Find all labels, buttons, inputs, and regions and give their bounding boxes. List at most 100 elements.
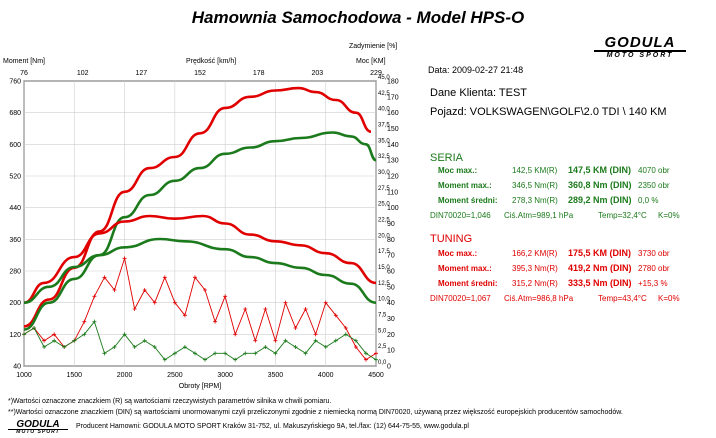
moment-axis-title: Moment [Nm]	[3, 58, 45, 65]
seria-value-r: 346,5 Nm(R)	[512, 181, 558, 190]
data-point	[92, 294, 97, 299]
smoke-tick-label: 5,0	[378, 328, 387, 334]
data-point	[343, 326, 348, 330]
data-point	[313, 332, 318, 337]
rpm-axis-title: Obroty [RPM]	[179, 383, 221, 390]
seria-table: Moc max.: 142,5 KM(R) 147,5 KM (DIN) 407…	[430, 165, 710, 226]
smoke-tick-label: 25,0	[378, 202, 390, 208]
data-point	[353, 338, 358, 343]
data-point	[283, 300, 288, 305]
power-tick-label: 80	[387, 237, 395, 244]
measure-date: Data: 2009-02-27 21:48	[428, 65, 524, 75]
seria-value-rpm: 2350 obr	[638, 181, 670, 190]
data-point	[92, 319, 97, 324]
client-name: Dane Klienta: TEST	[430, 87, 528, 99]
speed-tick-label: 76	[20, 70, 28, 77]
logo-main-text: GODULA	[604, 34, 676, 51]
tuning-value-r: 166,2 KM(R)	[512, 249, 558, 258]
data-point	[62, 345, 67, 349]
speed-tick-label: 203	[311, 70, 323, 77]
power-tick-label: 70	[387, 253, 395, 260]
data-point	[182, 345, 187, 349]
data-point	[82, 319, 87, 324]
seria-value-din: 289,2 Nm (DIN)	[568, 195, 632, 205]
moment-tick-label: 40	[13, 364, 21, 371]
tuning-value-din: 333,5 Nm (DIN)	[568, 278, 632, 288]
power-tick-label: 30	[387, 316, 395, 323]
power-tick-label: 0	[387, 364, 391, 371]
power-tick-label: 90	[387, 221, 395, 228]
moment-tick-label: 280	[9, 269, 21, 276]
power-tick-label: 40	[387, 300, 395, 307]
data-point	[82, 332, 87, 337]
series-line-seria-moment	[23, 237, 377, 304]
moment-tick-label: 760	[9, 79, 21, 86]
series-line-seria-moc	[23, 131, 377, 331]
smoke-tick-label: 42,5	[378, 91, 390, 97]
moment-tick-label: 440	[9, 205, 21, 212]
logo-sub-text: MOTO SPORT	[606, 52, 674, 59]
tuning-label: Moment max.:	[438, 264, 492, 273]
seria-heading: SERIA	[430, 152, 464, 164]
data-point	[323, 300, 328, 305]
data-point	[132, 345, 137, 349]
tuning-table: Moc max.: 166,2 KM(R) 175,5 KM (DIN) 373…	[430, 248, 710, 309]
series-layer	[22, 86, 378, 362]
data-point	[42, 345, 47, 349]
rpm-tick-label: 2500	[167, 372, 183, 379]
smoke-tick-label: 7,5	[378, 313, 387, 319]
smoke-axis-title: Zadymienie [%]	[349, 43, 397, 50]
moment-tick-label: 360	[9, 237, 21, 244]
footer-godula-logo: GODULA MOTO SPORT	[8, 419, 68, 435]
seria-value-rpm: 4070 obr	[638, 166, 670, 175]
moment-tick-label: 520	[9, 174, 21, 181]
smoke-tick-label: 2,5	[378, 344, 387, 350]
rpm-tick-label: 1500	[66, 372, 82, 379]
data-point	[152, 300, 157, 305]
data-point	[52, 338, 57, 343]
data-point	[72, 338, 77, 343]
data-point	[162, 357, 167, 362]
smoke-tick-label: 12,5	[378, 281, 390, 287]
seria-atm: Ciś.Atm=989,1 hPa	[504, 211, 574, 220]
data-point	[213, 351, 218, 356]
data-point	[374, 351, 378, 356]
data-point	[203, 288, 208, 292]
data-point	[283, 338, 288, 343]
data-point	[233, 332, 238, 337]
seria-value-r: 142,5 KM(R)	[512, 166, 558, 175]
smoke-tick-label: 22,5	[378, 218, 390, 224]
footer-logo-bar	[8, 429, 68, 430]
data-point	[102, 351, 107, 356]
data-point	[142, 338, 147, 343]
smoke-tick-label: 15,0	[378, 265, 390, 271]
tuning-value-rpm: 2780 obr	[638, 264, 670, 273]
seria-value-r: 278,3 Nm(R)	[512, 196, 558, 205]
footnote-r: *)Wartości oznaczone znaczkiem (R) są wa…	[8, 398, 332, 405]
rpm-tick-label: 4500	[368, 372, 384, 379]
data-point	[172, 351, 177, 356]
data-point	[303, 307, 308, 311]
data-point	[263, 307, 268, 311]
speed-tick-label: 127	[135, 70, 147, 77]
data-point	[253, 338, 258, 343]
power-tick-label: 100	[387, 205, 399, 212]
tuning-k: K=0%	[658, 294, 680, 303]
data-point	[323, 345, 328, 349]
seria-k: K=0%	[658, 211, 680, 220]
data-point	[243, 307, 248, 311]
data-point	[192, 351, 197, 356]
data-point	[223, 351, 228, 356]
data-point	[122, 332, 127, 337]
vehicle-name: Pojazd: VOLKSWAGEN\GOLF\2.0 TDI \ 140 KM	[430, 106, 667, 118]
rpm-tick-label: 3000	[217, 372, 233, 379]
speed-tick-label: 152	[194, 70, 206, 77]
rpm-tick-label: 4000	[318, 372, 334, 379]
data-point	[363, 357, 368, 362]
data-point	[374, 357, 378, 362]
data-point	[253, 351, 258, 356]
data-point	[142, 288, 147, 292]
speed-tick-label: 229	[370, 70, 382, 77]
